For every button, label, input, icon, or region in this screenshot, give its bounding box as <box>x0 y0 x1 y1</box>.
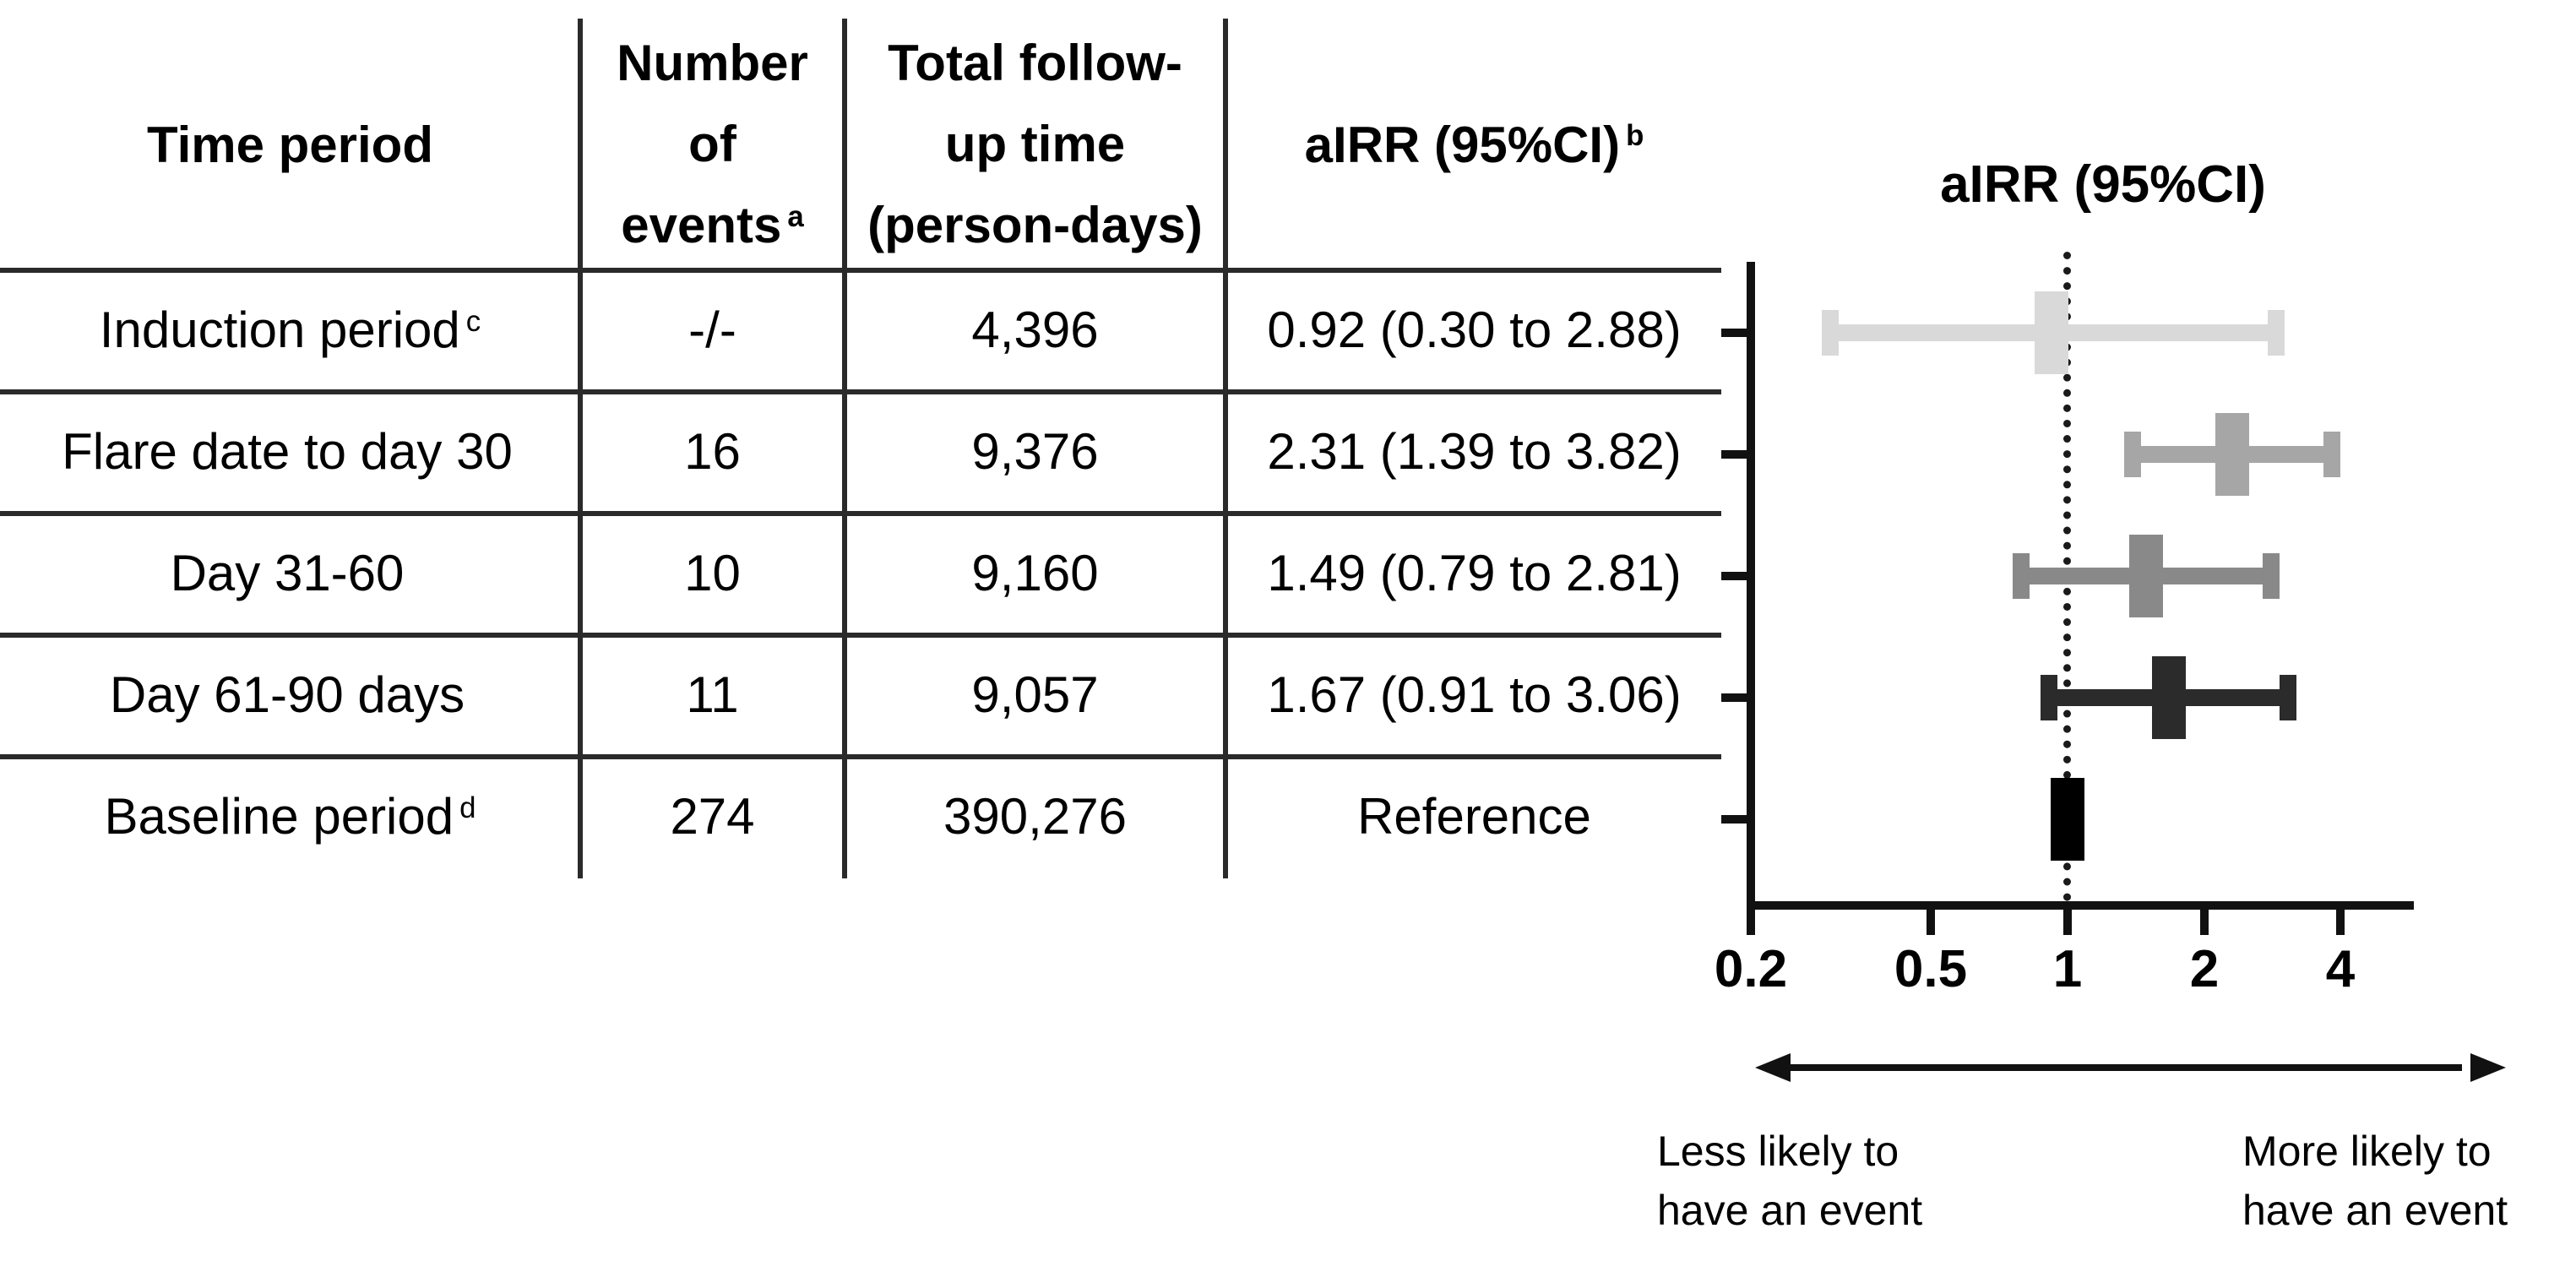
table-row-period: Induction period c <box>99 302 481 358</box>
x-axis-tick <box>1927 910 1935 935</box>
x-tick-label: 1 <box>2052 940 2083 998</box>
ci-cap-left <box>1822 310 1839 356</box>
table-column-divider <box>578 19 583 878</box>
table-cell-events: -/- <box>688 302 736 358</box>
header-line: Number <box>617 35 808 91</box>
header-line: up time <box>944 116 1126 172</box>
table-header-underline <box>0 268 1721 273</box>
table-cell-followup: 390,276 <box>943 788 1127 845</box>
x-axis-line <box>1747 901 2414 910</box>
ci-cap-right <box>2323 432 2340 477</box>
y-axis-tick <box>1721 450 1747 459</box>
table-cell-airr: 2.31 (1.39 to 3.82) <box>1267 423 1682 480</box>
footnote-marker-a: a <box>787 199 804 233</box>
x-tick-label: 2 <box>2189 940 2220 998</box>
table-row-divider <box>0 389 1721 394</box>
ci-cap-left <box>2124 432 2141 477</box>
table-cell-airr: 0.92 (0.30 to 2.88) <box>1267 302 1682 358</box>
footnote-marker-b: b <box>1626 119 1644 153</box>
table-cell-events: 274 <box>670 788 755 845</box>
ci-cap-left <box>2041 675 2057 720</box>
estimate-marker <box>2215 413 2249 496</box>
header-label: Time period <box>147 116 433 173</box>
estimate-marker <box>2035 291 2068 374</box>
header-line: events a <box>621 197 804 253</box>
y-axis-tick <box>1721 815 1747 824</box>
header-number-of-events: Number of events a <box>580 21 845 268</box>
table-cell-airr: 1.49 (0.79 to 2.81) <box>1267 545 1682 601</box>
x-axis-tick <box>1747 910 1755 935</box>
table-cell-airr: 1.67 (0.91 to 3.06) <box>1267 666 1682 723</box>
y-axis-tick <box>1721 693 1747 702</box>
header-total-followup: Total follow- up time (person-days) <box>845 21 1226 268</box>
y-axis-tick <box>1721 329 1747 337</box>
header-label: aIRR (95%CI) b <box>1304 116 1644 173</box>
table-row-divider <box>0 754 1721 759</box>
arrow-right-icon <box>2470 1053 2506 1082</box>
table-cell-followup: 9,160 <box>971 545 1099 601</box>
ci-cap-left <box>2013 553 2030 599</box>
table-column-divider <box>1223 19 1228 878</box>
footnote-marker-d: d <box>459 791 476 824</box>
ci-cap-right <box>2280 675 2296 720</box>
less-likely-label: Less likely to have an event <box>1657 1128 1923 1234</box>
estimate-marker <box>2129 535 2163 617</box>
table-cell-followup: 4,396 <box>971 302 1099 358</box>
table-cell-airr: Reference <box>1357 788 1591 845</box>
table-cell-events: 16 <box>684 423 741 480</box>
header-time-period: Time period <box>0 21 580 268</box>
x-axis-tick <box>2336 910 2345 935</box>
y-axis-line <box>1747 262 1755 933</box>
header-line: (person-days) <box>867 197 1203 253</box>
table-cell-events: 11 <box>686 666 739 723</box>
table-column-divider <box>842 19 847 878</box>
table-row-period: Day 61-90 days <box>109 666 465 723</box>
more-likely-label: More likely to have an event <box>2242 1128 2508 1234</box>
header-airr: aIRR (95%CI) b <box>1226 21 1723 268</box>
ci-cap-right <box>2263 553 2280 599</box>
footnote-marker-c: c <box>465 304 481 338</box>
table-row-divider <box>0 511 1721 516</box>
table-cell-followup: 9,057 <box>971 666 1099 723</box>
header-line: of <box>688 116 736 172</box>
x-tick-label: 4 <box>2325 940 2356 998</box>
x-axis-tick <box>2200 910 2209 935</box>
x-tick-label: 0.5 <box>1894 940 1968 998</box>
table-cell-followup: 9,376 <box>971 423 1099 480</box>
estimate-marker <box>2051 778 2084 861</box>
plot-title: aIRR (95%CI) <box>1940 155 2266 214</box>
arrow-left-icon <box>1755 1053 1791 1082</box>
x-axis-tick <box>2063 910 2072 935</box>
table-row-period: Flare date to day 30 <box>62 423 513 480</box>
x-tick-label: 0.2 <box>1714 940 1788 998</box>
direction-arrow-line <box>1784 1064 2462 1071</box>
ci-cap-right <box>2268 310 2285 356</box>
estimate-marker <box>2152 656 2186 739</box>
header-line: Total follow- <box>888 35 1182 91</box>
table-row-period: Baseline period d <box>104 788 476 845</box>
y-axis-tick <box>1721 572 1747 580</box>
table-row-divider <box>0 633 1721 638</box>
table-row-period: Day 31-60 <box>170 545 405 601</box>
table-cell-events: 10 <box>684 545 741 601</box>
